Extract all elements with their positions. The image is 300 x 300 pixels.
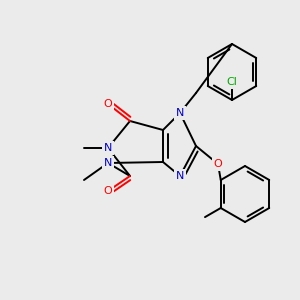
Text: N: N	[104, 158, 112, 168]
Text: Cl: Cl	[226, 77, 237, 87]
Text: N: N	[104, 143, 112, 153]
Text: O: O	[103, 186, 112, 196]
Text: O: O	[103, 99, 112, 109]
Text: N: N	[176, 108, 184, 118]
Text: N: N	[176, 171, 184, 181]
Text: O: O	[214, 159, 222, 169]
